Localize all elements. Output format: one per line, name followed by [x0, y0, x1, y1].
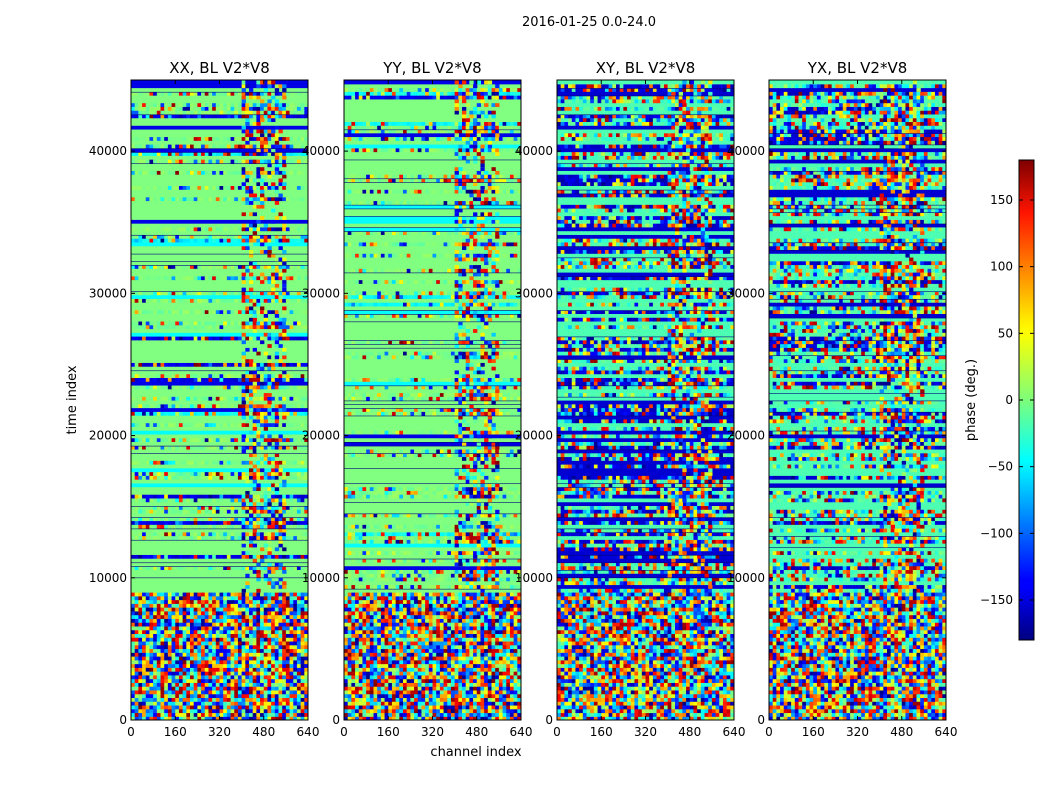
x-tick-label: 0 [553, 725, 561, 739]
panel-yx: YX, BL V2*V8 0 160 320 480 640 0 10000 20000 3000… [727, 59, 958, 739]
y-tick-label: 10000 [302, 571, 340, 585]
panel-yy: YY, BL V2*V8 0 160 320 480 640 0 10000 20000 3000… [302, 59, 533, 739]
panel-title: YX, BL V2*V8 [807, 59, 908, 77]
colorbar-tick-label: −50 [988, 460, 1013, 474]
colorbar: −150 −100 −50 0 50 100 150 phase (deg.) [964, 159, 1035, 641]
y-tick-label: 20000 [89, 429, 127, 443]
y-tick-label: 0 [119, 713, 127, 727]
y-tick-label: 10000 [515, 571, 553, 585]
x-tick-label: 320 [634, 725, 657, 739]
y-tick-label: 20000 [727, 429, 765, 443]
panel-xy: XY, BL V2*V8 0 160 320 480 640 0 10000 20000 3000… [515, 59, 746, 739]
colorbar-tick-label: −100 [980, 526, 1013, 540]
x-tick-label: 480 [890, 725, 913, 739]
panel-title: YY, BL V2*V8 [382, 59, 481, 77]
figure-suptitle: 2016-01-25 0.0-24.0 [522, 15, 656, 30]
x-tick-label: 320 [846, 725, 869, 739]
colorbar-tick-label: −150 [980, 593, 1013, 607]
x-tick-label: 160 [802, 725, 825, 739]
x-tick-label: 160 [590, 725, 613, 739]
y-tick-label: 20000 [302, 429, 340, 443]
colorbar-tick-label: 100 [990, 260, 1013, 274]
y-tick-label: 40000 [89, 144, 127, 158]
heatmap-cells [344, 80, 521, 720]
x-tick-label: 480 [678, 725, 701, 739]
y-tick-label: 40000 [727, 144, 765, 158]
colorbar-label: phase (deg.) [964, 359, 979, 441]
x-tick-label: 160 [377, 725, 400, 739]
x-tick-label: 320 [421, 725, 444, 739]
heatmap-cells [769, 80, 946, 720]
x-tick-label: 480 [465, 725, 488, 739]
y-tick-label: 30000 [302, 286, 340, 300]
panel-xx: XX, BL V2*V8 0 160 320 480 640 0 10000 20000 3000… [89, 59, 320, 739]
y-tick-label: 30000 [727, 286, 765, 300]
y-tick-label: 0 [332, 713, 340, 727]
panel-title: XY, BL V2*V8 [596, 59, 696, 77]
colorbar-tick-label: 0 [1005, 393, 1013, 407]
y-tick-label: 30000 [89, 286, 127, 300]
heatmap-cells [557, 80, 734, 720]
y-tick-label: 30000 [515, 286, 553, 300]
y-tick-label: 10000 [727, 571, 765, 585]
colorbar-tick-label: 150 [990, 193, 1013, 207]
x-tick-label: 480 [252, 725, 275, 739]
y-tick-label: 0 [757, 713, 765, 727]
y-tick-label: 40000 [302, 144, 340, 158]
colorbar-ticks: −150 −100 −50 0 50 100 150 [980, 193, 1034, 607]
heatmap-cells [131, 80, 308, 720]
y-tick-label: 40000 [515, 144, 553, 158]
x-tick-label: 640 [510, 725, 533, 739]
x-axis-title: channel index [430, 745, 521, 760]
x-tick-label: 640 [935, 725, 958, 739]
x-tick-label: 640 [723, 725, 746, 739]
y-tick-label: 0 [545, 713, 553, 727]
x-tick-label: 0 [340, 725, 348, 739]
x-tick-label: 320 [208, 725, 231, 739]
y-axis-title: time index [65, 365, 80, 434]
x-tick-label: 0 [127, 725, 135, 739]
x-tick-label: 640 [297, 725, 320, 739]
colorbar-tick-label: 50 [998, 326, 1013, 340]
x-tick-label: 0 [765, 725, 773, 739]
y-tick-label: 10000 [89, 571, 127, 585]
x-tick-label: 160 [164, 725, 187, 739]
panel-title: XX, BL V2*V8 [169, 59, 270, 77]
heatmap-panels: XX, BL V2*V8 0 160 320 480 640 0 10000 20000 3000… [89, 59, 958, 739]
y-tick-label: 20000 [515, 429, 553, 443]
